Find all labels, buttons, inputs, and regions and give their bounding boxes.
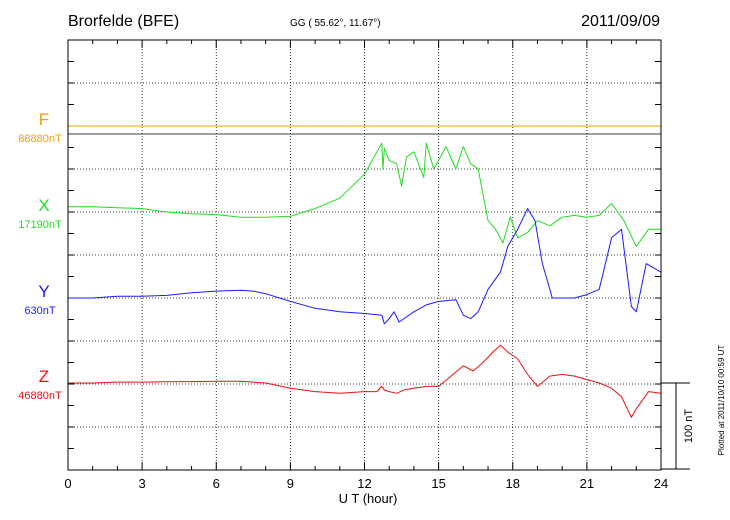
x-tick-label: 0	[64, 476, 71, 491]
x-tick-label: 15	[431, 476, 445, 491]
series-name-f: F	[39, 110, 49, 129]
coordinates-label: GG ( 55.62°, 11.67°)	[290, 18, 381, 29]
series-name-z: Z	[39, 367, 49, 386]
traces	[68, 125, 662, 418]
date-label: 2011/09/09	[581, 13, 660, 30]
plot-frame	[67, 39, 662, 471]
plotted-timestamp: Plotted at 2011/10/10 00:59 UT	[717, 345, 726, 456]
series-name-y: Y	[38, 282, 49, 301]
x-tick-label: 18	[506, 476, 520, 491]
trace-z	[68, 344, 662, 418]
x-tick-label: 12	[357, 476, 371, 491]
grid	[68, 39, 661, 471]
x-tick-label: 24	[654, 476, 668, 491]
scale-bar: 100 nT	[661, 382, 695, 470]
x-axis-title: U T (hour)	[339, 491, 398, 506]
x-tick-label: 3	[139, 476, 146, 491]
trace-y	[68, 208, 662, 325]
x-tick-label: 21	[580, 476, 594, 491]
series-baseline-y: 630nT	[24, 305, 55, 317]
series-baseline-z: 46880nT	[18, 390, 62, 402]
series-baseline-x: 17190nT	[18, 219, 62, 231]
series-baseline-f: 88880nT	[18, 133, 62, 145]
series-labels: F 88880nT X 17190nT Y 630nT Z 46880nT	[18, 110, 62, 402]
x-tick-label: 6	[213, 476, 220, 491]
x-tick-label: 9	[287, 476, 294, 491]
series-name-x: X	[38, 196, 49, 215]
trace-x	[68, 142, 661, 247]
x-axis: 0 3 6 9 12 15 18 21 24	[64, 40, 668, 491]
scale-bar-label: 100 nT	[683, 409, 695, 444]
station-title: Brorfelde (BFE)	[68, 13, 179, 30]
